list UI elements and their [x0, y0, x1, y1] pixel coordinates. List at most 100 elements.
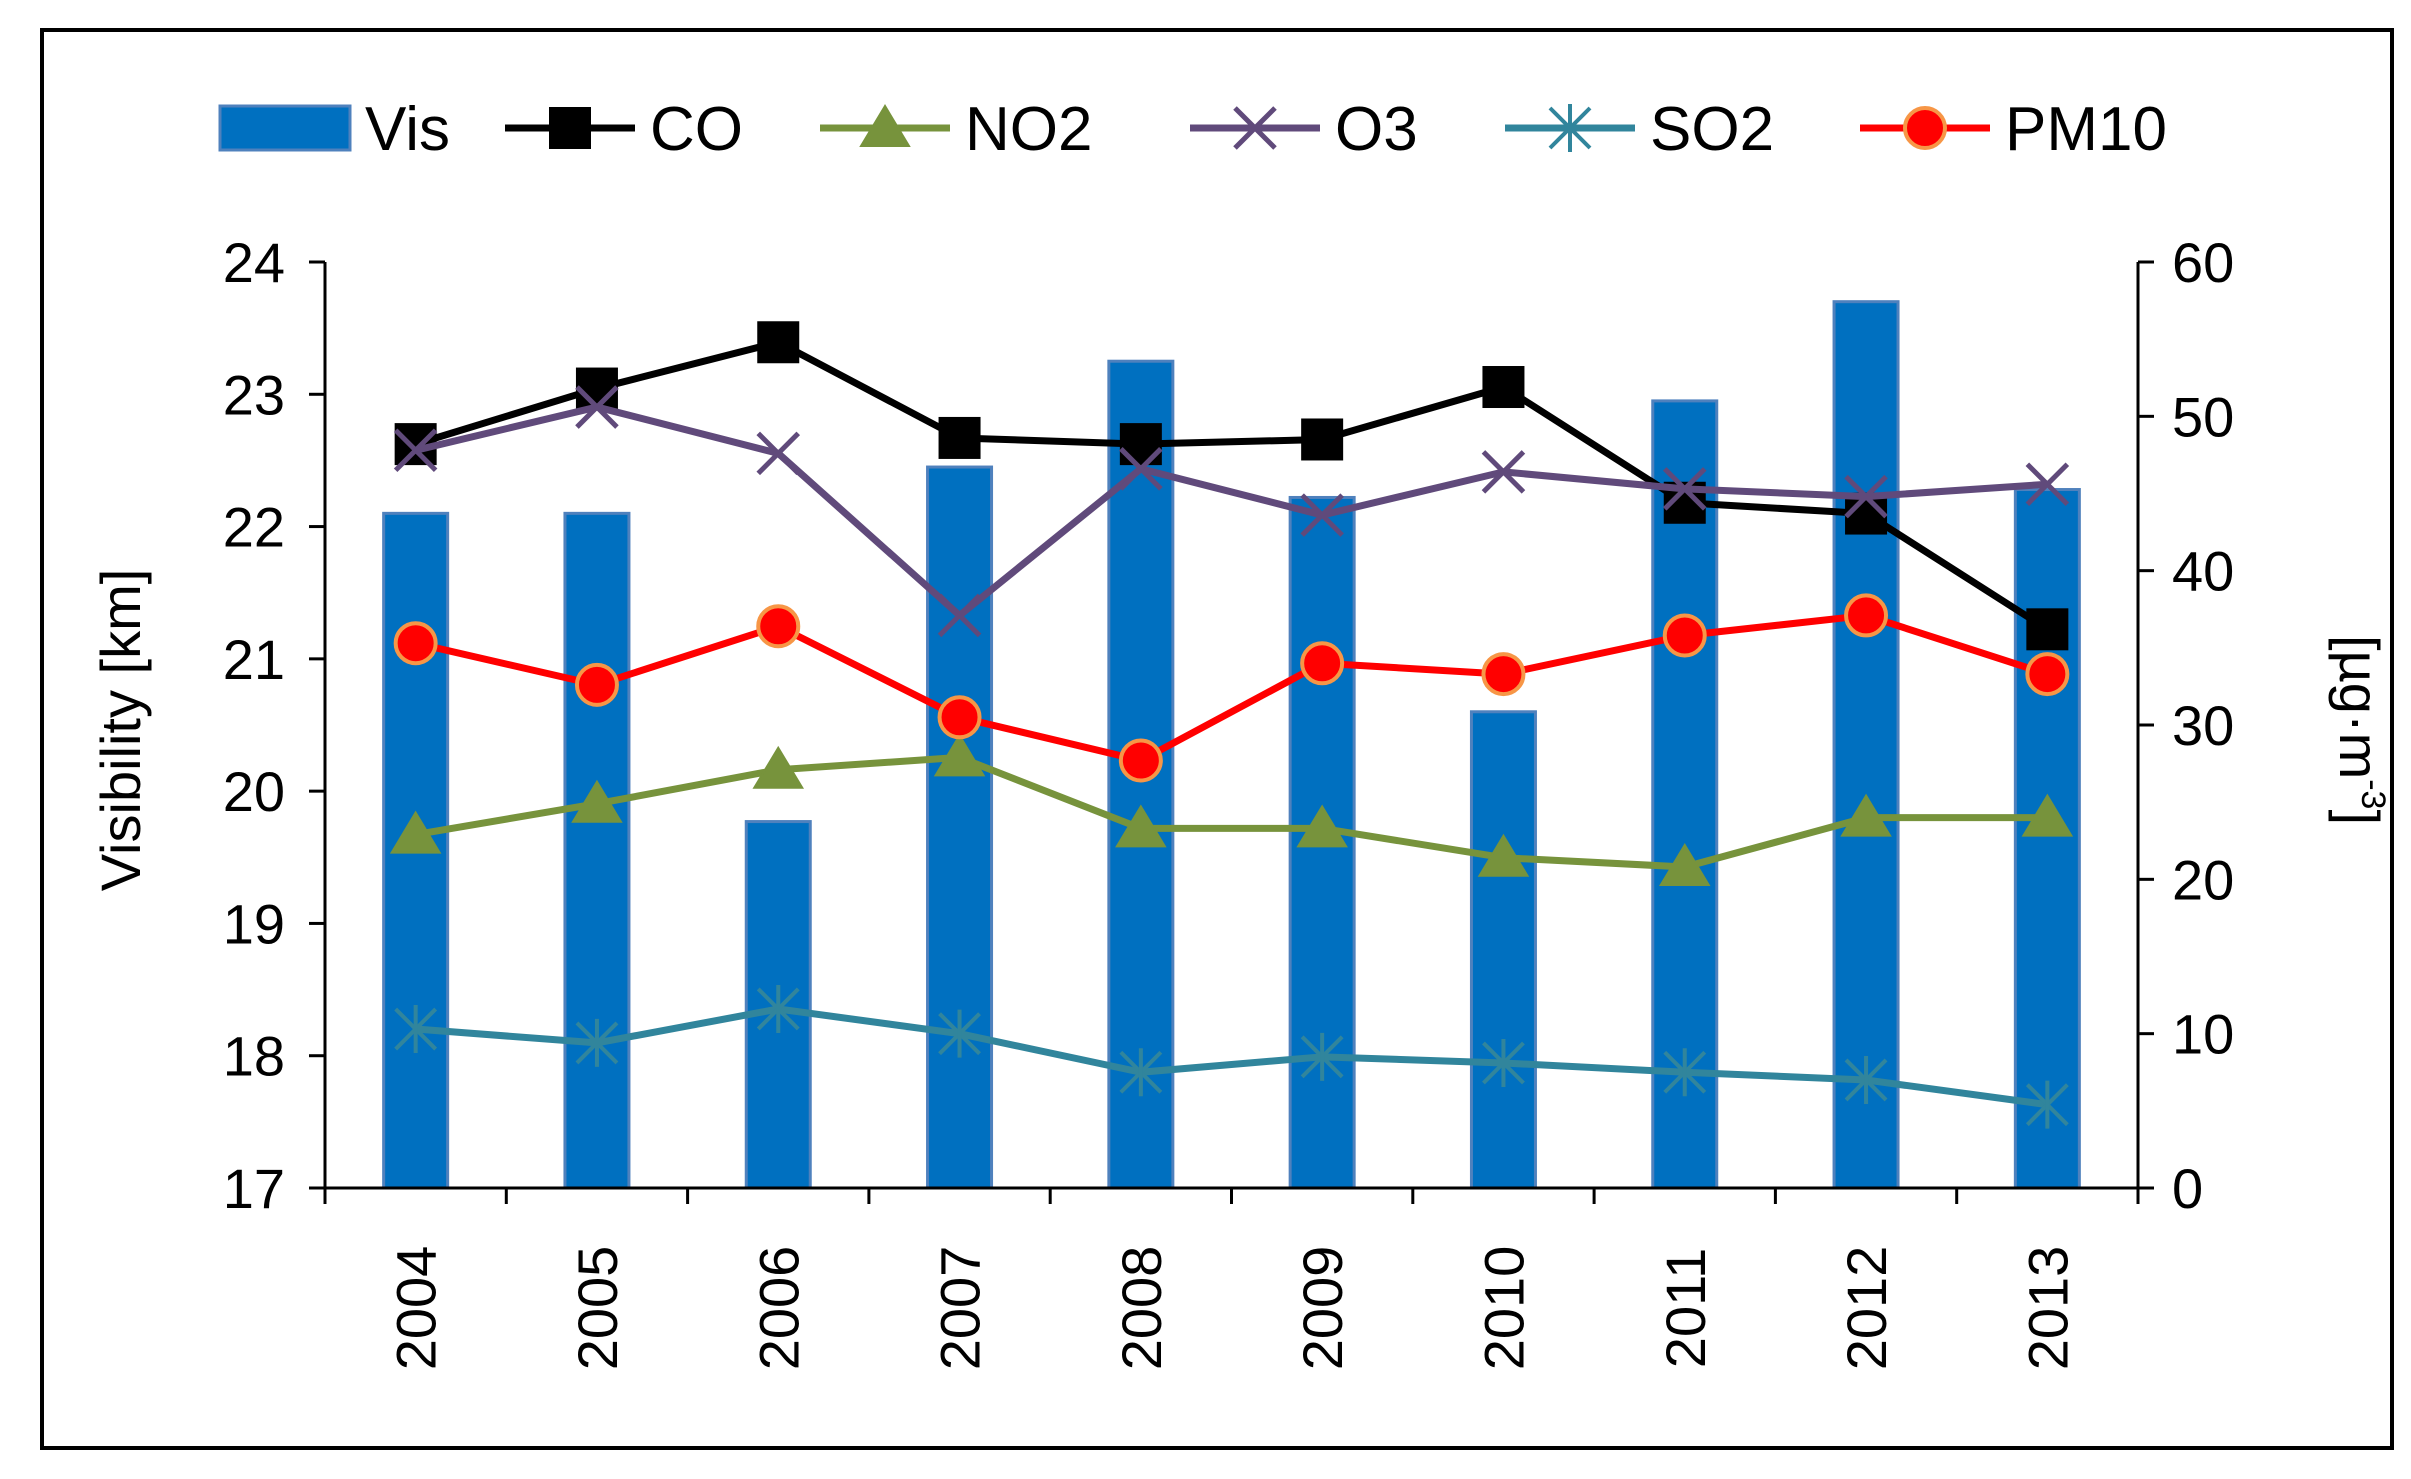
line-so2 — [415, 1005, 2048, 1109]
point-o3-2004 — [393, 428, 438, 473]
point-so2-2009 — [1300, 1032, 1344, 1081]
point-no2-2012 — [1840, 793, 1892, 837]
y-right-tick-label: 50 — [2172, 385, 2234, 448]
point-so2-2004 — [394, 1005, 438, 1054]
x-tick-label: 2004 — [385, 1246, 448, 1371]
legend-item-pm10: PM10 — [1860, 95, 2167, 164]
point-pm10-2009 — [1300, 641, 1345, 686]
y-right-tick-label: 30 — [2172, 694, 2234, 757]
y-left-tick-label: 19 — [223, 892, 285, 955]
point-no2-2004 — [389, 810, 442, 854]
point-o3-2005 — [575, 385, 619, 429]
point-co-2013 — [2026, 608, 2069, 651]
y-axis-left-label: Visibility [km] — [89, 569, 152, 892]
point-so2-2007 — [938, 1009, 981, 1058]
legend-swatch — [218, 104, 352, 152]
x-tick-label: 2008 — [1110, 1246, 1173, 1371]
x-tick-label: 2012 — [1835, 1246, 1898, 1371]
y-left-tick-label: 20 — [223, 760, 285, 823]
bar-vis-2005 — [563, 511, 631, 1190]
line-no2 — [415, 753, 2048, 871]
y-left-tick-label: 21 — [223, 628, 285, 691]
y-right-tick-label: 60 — [2172, 231, 2234, 294]
y-left-tick-label: 23 — [223, 363, 285, 426]
legend-label: CO — [650, 95, 743, 164]
y-right-tick-label: 40 — [2172, 540, 2234, 603]
point-so2-2008 — [1119, 1048, 1163, 1097]
legend: Vis CO NO2 O3 SO2 PM10 — [218, 95, 2167, 164]
legend-item-so2: SO2 — [1505, 95, 1774, 164]
point-co-2010 — [1482, 366, 1525, 409]
x-tick-label: 2013 — [2016, 1246, 2079, 1371]
line-o3 — [414, 403, 2048, 619]
point-no2-2005 — [571, 779, 623, 823]
point-o3-2007 — [937, 593, 982, 638]
y-right-tick-label: 10 — [2172, 1003, 2234, 1066]
x-tick-label: 2009 — [1291, 1246, 1354, 1371]
point-co-2009 — [1301, 418, 1344, 461]
point-o3-2011 — [1662, 467, 1707, 511]
point-no2-2008 — [1115, 804, 1167, 848]
point-pm10-2004 — [393, 621, 438, 666]
point-o3-2013 — [2025, 462, 2070, 507]
point-so2-2011 — [1663, 1048, 1707, 1097]
legend-item-vis: Vis — [218, 95, 450, 164]
y-right-tick-label: 20 — [2172, 848, 2234, 911]
point-pm10-2006 — [756, 604, 801, 649]
line-co — [414, 338, 2050, 633]
point-o3-2010 — [1481, 450, 1526, 494]
point-no2-2009 — [1296, 804, 1348, 848]
y-axis-right-label: [µg·m-3] — [2328, 635, 2392, 825]
legend-label: O3 — [1335, 95, 1418, 164]
point-no2-2013 — [2021, 793, 2074, 837]
point-co-2005 — [575, 367, 618, 410]
axes-layer: 17 18 19 20 21 22 23 24 0 10 20 30 40 50 60 2004 2005 200… — [223, 231, 2235, 1370]
point-o3-2008 — [1119, 447, 1163, 491]
y-axis-right-label-close: ] — [2328, 809, 2391, 825]
point-no2-2006 — [752, 745, 805, 789]
point-co-2007 — [938, 416, 981, 459]
y-right-tick-label: 0 — [2172, 1157, 2203, 1220]
point-pm10-2011 — [1662, 613, 1707, 658]
legend-item-no2: NO2 — [820, 95, 1092, 164]
point-pm10-2008 — [1118, 738, 1163, 783]
legend-label: Vis — [365, 95, 450, 164]
point-so2-2012 — [1844, 1055, 1888, 1104]
legend-item-co: CO — [505, 95, 743, 164]
y-axis-right-label-sup: -3 — [2354, 779, 2392, 809]
legend-marker — [1548, 104, 1592, 152]
bar-vis-2013 — [2013, 488, 2081, 1190]
bar-vis-2007 — [926, 465, 994, 1190]
point-no2-2011 — [1658, 843, 1711, 886]
legend-item-o3: O3 — [1190, 95, 1418, 164]
legend-label: SO2 — [1650, 95, 1774, 164]
y-axis-right-label-main: [µg·m — [2328, 635, 2391, 779]
point-pm10-2007 — [937, 695, 982, 740]
legend-marker — [1233, 106, 1277, 150]
point-pm10-2010 — [1481, 652, 1526, 697]
bar-vis-2010 — [1469, 710, 1537, 1190]
y-left-tick-label: 17 — [223, 1157, 285, 1220]
x-tick-label: 2007 — [929, 1246, 992, 1371]
point-no2-2007 — [933, 733, 986, 777]
point-o3-2009 — [1300, 493, 1344, 537]
point-pm10-2013 — [2025, 652, 2070, 697]
bar-vis-2012 — [1832, 300, 1900, 1190]
y-left-tick-label: 18 — [223, 1025, 285, 1088]
y-left-tick-label: 22 — [223, 496, 285, 559]
bars-layer — [382, 300, 2081, 1190]
y-left-tick-label: 24 — [223, 231, 285, 294]
legend-marker — [859, 104, 911, 147]
point-pm10-2012 — [1844, 593, 1889, 638]
point-so2-2013 — [2025, 1080, 2069, 1129]
point-o3-2006 — [756, 431, 801, 476]
lines-layer — [389, 321, 2074, 1129]
legend-marker — [1903, 106, 1947, 150]
point-so2-2010 — [1482, 1038, 1525, 1087]
point-pm10-2005 — [574, 662, 619, 707]
legend-marker — [549, 107, 591, 149]
line-pm10 — [414, 611, 2049, 764]
point-no2-2010 — [1477, 833, 1530, 877]
x-tick-label: 2006 — [747, 1246, 810, 1371]
